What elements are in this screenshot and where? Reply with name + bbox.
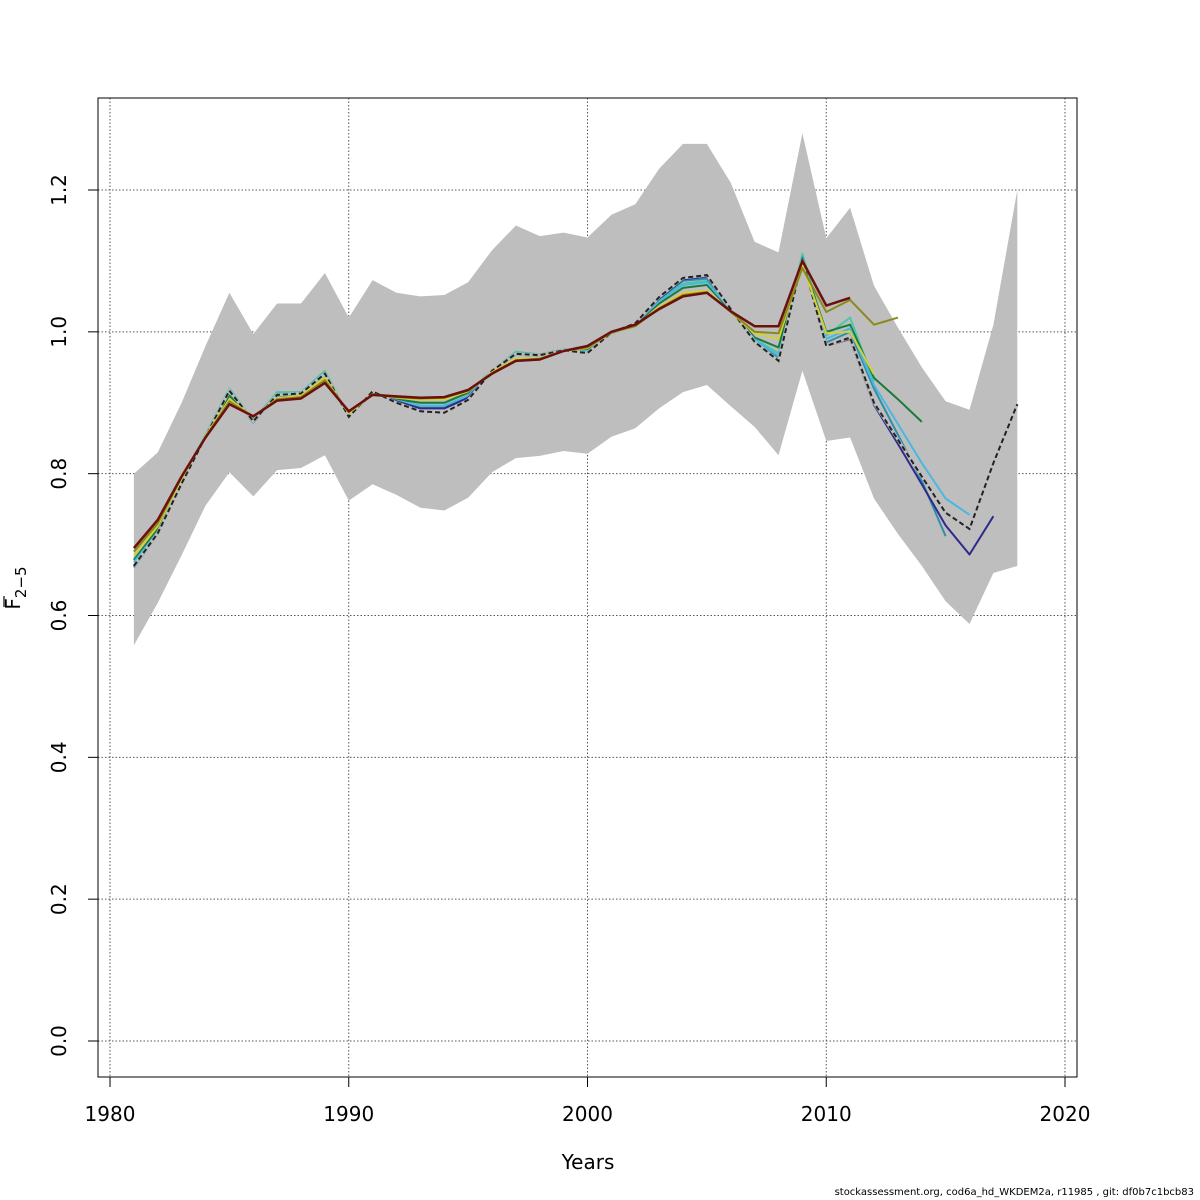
y-tick-label: 1.2 [47,174,71,206]
x-tick-label: 2000 [562,1102,613,1126]
x-tick-label: 1980 [85,1102,136,1126]
y-tick-label: 0.2 [47,883,71,915]
svg-text:F2−5: F2−5 [1,566,30,609]
y-axis-title-main: F [1,598,25,610]
y-tick-label-group: 0.8 [47,458,71,490]
y-tick-label: 1.0 [47,316,71,348]
y-tick-label-group: 1.0 [47,316,71,348]
x-tick-label: 1990 [323,1102,374,1126]
y-tick-label-group: 0.6 [47,600,71,632]
x-tick-label: 2020 [1040,1102,1091,1126]
axes: 1980 1990 2000 2010 2020 0.0 0.2 0.4 0.6 0.8 1.0 1.… [47,174,1090,1126]
series-line-6 [133,259,1019,567]
y-tick-label-group: 0.4 [47,741,71,773]
y-axis-title: F2−5 [1,566,30,609]
y-tick-label-group: 0.0 [47,1025,71,1057]
series-layer [132,252,1019,568]
y-tick-label-group: 1.2 [47,174,71,206]
y-axis-title-subscript: 2−5 [12,566,30,598]
y-tick-label: 0.8 [47,458,71,490]
x-tick-label: 2010 [801,1102,852,1126]
confidence-band-layer [133,133,1018,646]
y-tick-label: 0.6 [47,600,71,632]
y-tick-label: 0.0 [47,1025,71,1057]
confidence-band [133,133,1018,646]
series-line-9 [132,259,851,549]
x-axis-title: Years [561,1150,615,1174]
footer-source: stockassessment.org, cod6a_hd_WKDEM2a, r… [834,1187,1194,1198]
y-tick-label: 0.4 [47,741,71,773]
y-tick-label-group: 0.2 [47,883,71,915]
